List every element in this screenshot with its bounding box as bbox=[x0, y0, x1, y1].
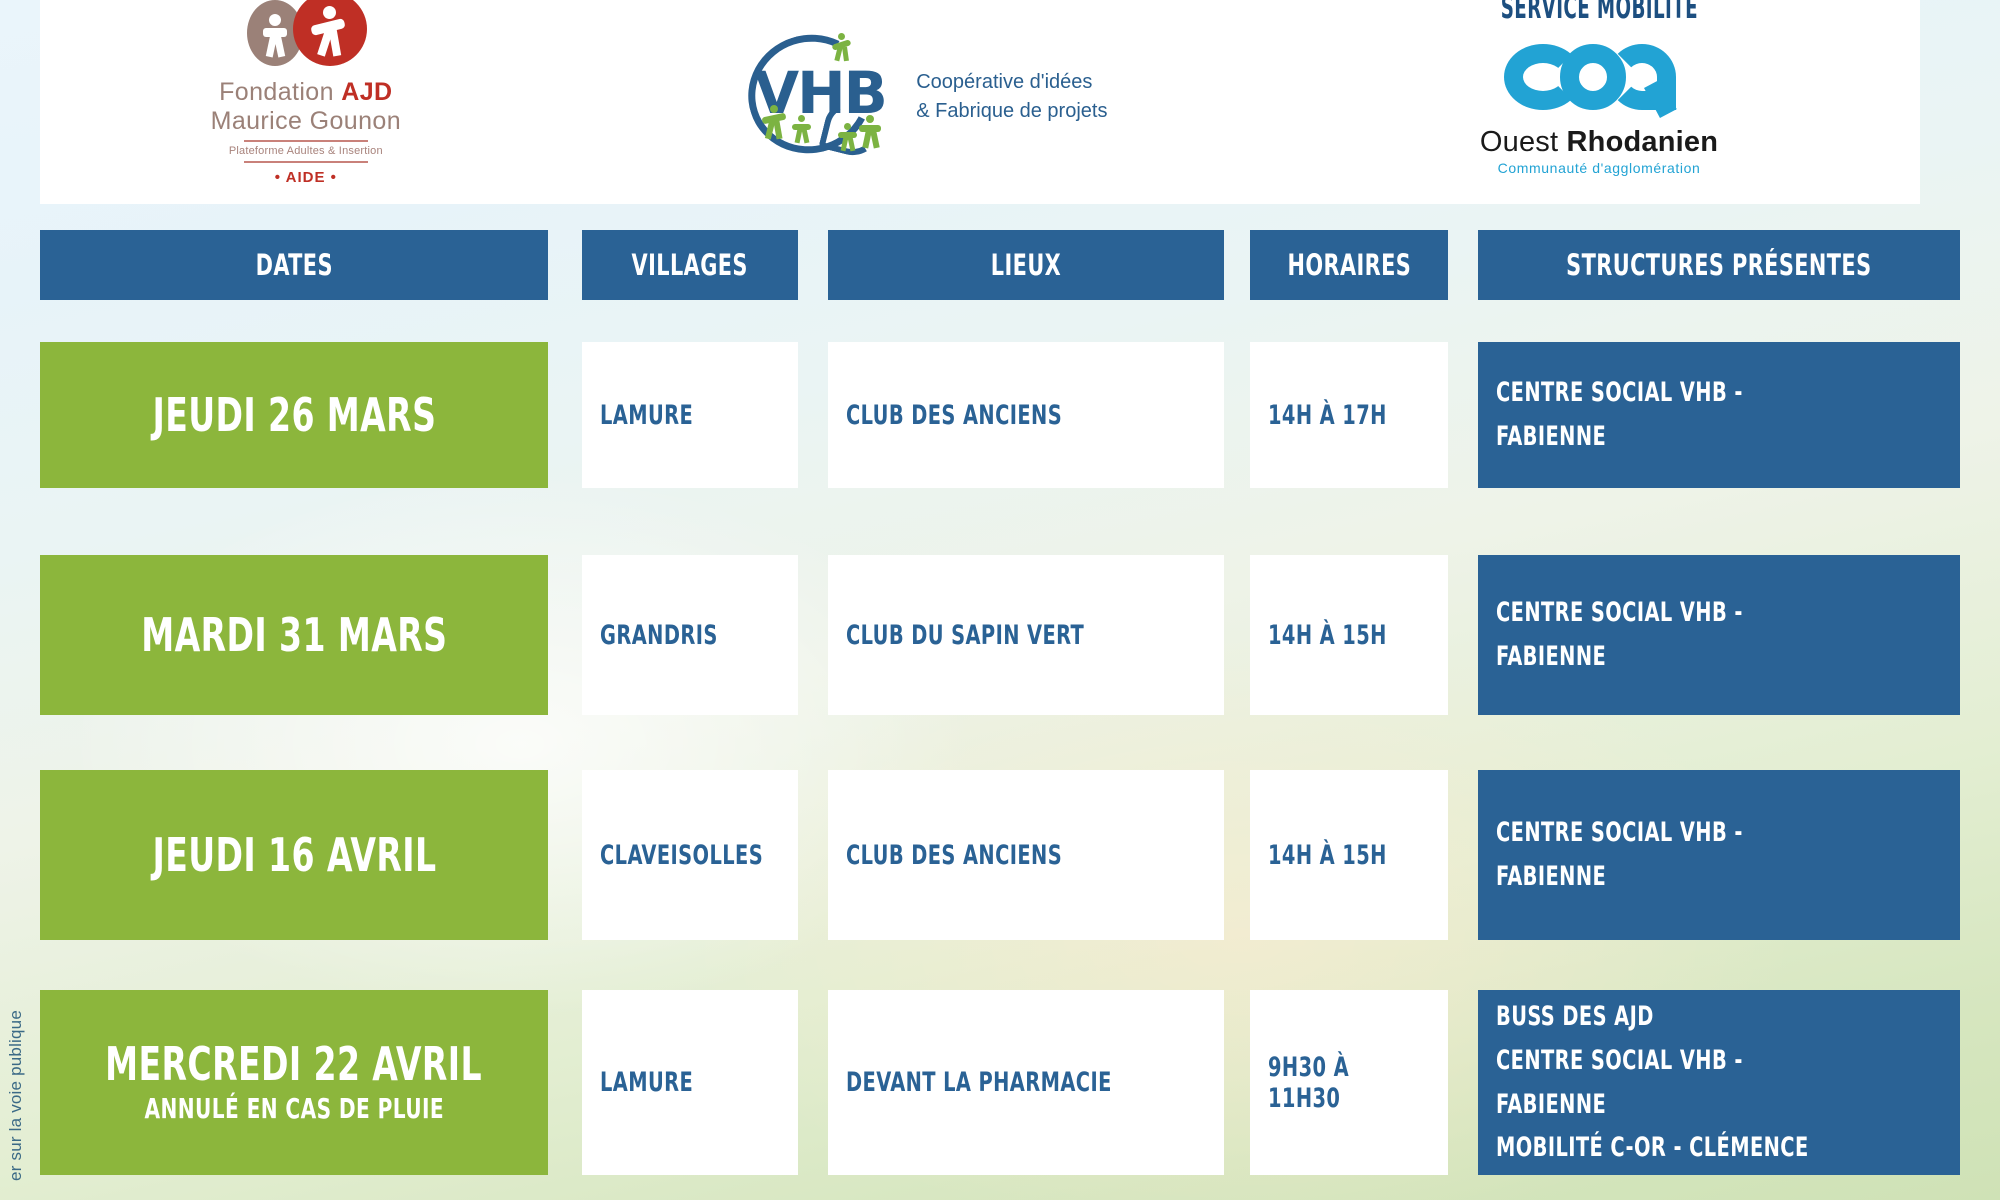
ajd-divider-bottom bbox=[243, 161, 368, 164]
logo-cor-ouest-rhodanien: SERVICE MOBILITÉ Ouest Rhodanien Communa… bbox=[1449, 0, 1750, 176]
table-cell-structures: CENTRE SOCIAL VHB - FABIENNE bbox=[1478, 342, 1960, 488]
table-row: MARDI 31 MARS bbox=[40, 555, 548, 715]
ajd-subname: Maurice Gounon bbox=[210, 107, 402, 136]
structure-line: BUSS DES AJD bbox=[1496, 1001, 1654, 1033]
ajd-divider-top bbox=[243, 140, 368, 143]
vhb-tagline: Coopérative d'idées & Fabrique de projet… bbox=[916, 68, 1107, 126]
logo-header-panel: Fondation AJD Maurice Gounon Plateforme … bbox=[40, 0, 1920, 204]
table-cell-lieu: CLUB DES ANCIENS bbox=[828, 770, 1224, 940]
table-row: JEUDI 16 AVRIL bbox=[40, 770, 548, 940]
table-header-villages: VILLAGES bbox=[582, 230, 798, 300]
table-cell-village: LAMURE bbox=[582, 342, 798, 488]
table-cell-village: CLAVEISOLLES bbox=[582, 770, 798, 940]
table-cell-structures: BUSS DES AJD CENTRE SOCIAL VHB - FABIENN… bbox=[1478, 990, 1960, 1175]
table-row: MERCREDI 22 AVRIL ANNULÉ EN CAS DE PLUIE bbox=[40, 990, 548, 1175]
table-cell-lieu: DEVANT LA PHARMACIE bbox=[828, 990, 1224, 1175]
vhb-emblem-icon: VHB bbox=[733, 18, 892, 170]
ajd-name-line: Fondation AJD bbox=[219, 77, 393, 106]
vhb-tagline-line1: Coopérative d'idées bbox=[916, 71, 1093, 93]
cor-name: Ouest Rhodanien bbox=[1479, 126, 1719, 158]
ajd-emblem-icon bbox=[241, 0, 371, 70]
table-row: JEUDI 26 MARS bbox=[40, 342, 548, 488]
table-cell-horaire: 14H À 15H bbox=[1250, 555, 1448, 715]
logo-vhb: VHB Coopérative d'idées & Fabrique de bbox=[733, 18, 1107, 170]
table-cell-structures: CENTRE SOCIAL VHB - FABIENNE bbox=[1478, 770, 1960, 940]
table-cell-structures: CENTRE SOCIAL VHB - FABIENNE bbox=[1478, 555, 1960, 715]
ajd-aide-label: • AIDE • bbox=[274, 169, 337, 187]
table-cell-horaire: 14H À 15H bbox=[1250, 770, 1448, 940]
table-cell-village: LAMURE bbox=[582, 990, 798, 1175]
table-cell-village: GRANDRIS bbox=[582, 555, 798, 715]
table-cell-lieu: CLUB DES ANCIENS bbox=[828, 342, 1224, 488]
vhb-tagline-line2: & Fabrique de projets bbox=[916, 100, 1108, 122]
table-cell-horaire: 14H À 17H bbox=[1250, 342, 1448, 488]
table-header-structures: STRUCTURES PRÉSENTES bbox=[1478, 230, 1960, 300]
table-header-dates: DATES bbox=[40, 230, 548, 300]
table-cell-horaire: 9H30 À 11H30 bbox=[1250, 990, 1448, 1175]
table-cell-lieu: CLUB DU SAPIN VERT bbox=[828, 555, 1224, 715]
table-header-lieux: LIEUX bbox=[828, 230, 1224, 300]
logo-fondation-ajd: Fondation AJD Maurice Gounon Plateforme … bbox=[211, 0, 401, 186]
structure-line: CENTRE SOCIAL VHB - FABIENNE bbox=[1496, 1044, 1743, 1120]
cor-subtitle: Communauté d'agglomération bbox=[1497, 160, 1701, 176]
structure-line: MOBILITÉ C-OR - CLÉMENCE bbox=[1496, 1132, 1809, 1164]
cor-emblem-icon bbox=[1504, 38, 1694, 120]
table-header-horaires: HORAIRES bbox=[1250, 230, 1448, 300]
cor-service-mobilite-title: SERVICE MOBILITÉ bbox=[1500, 0, 1698, 26]
ajd-descriptor: Plateforme Adultes & Insertion bbox=[228, 145, 383, 158]
